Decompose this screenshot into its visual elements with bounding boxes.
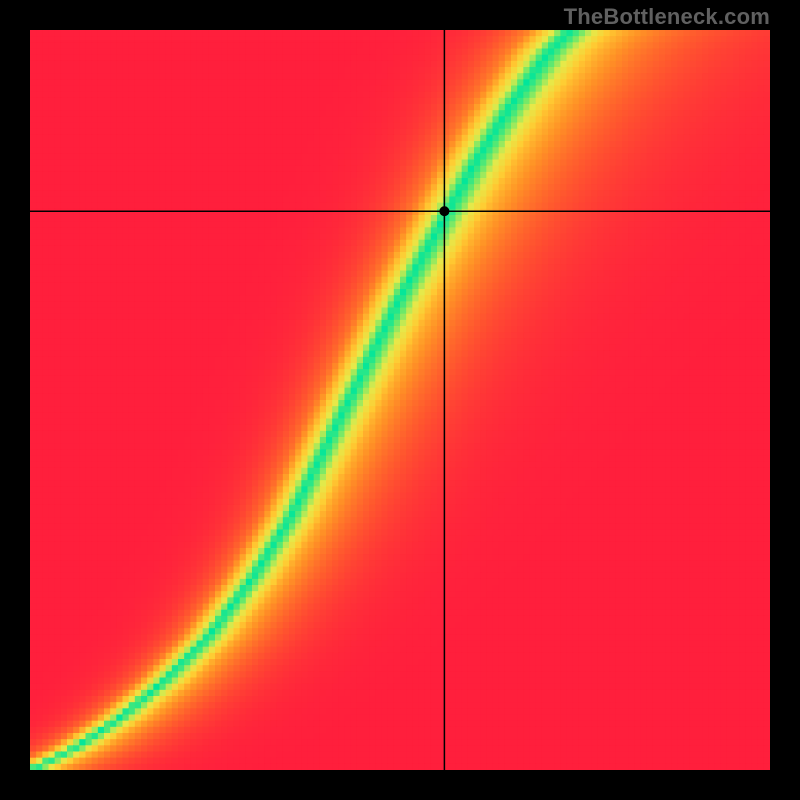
- watermark-text: TheBottleneck.com: [564, 4, 770, 30]
- bottleneck-heatmap: [30, 30, 770, 770]
